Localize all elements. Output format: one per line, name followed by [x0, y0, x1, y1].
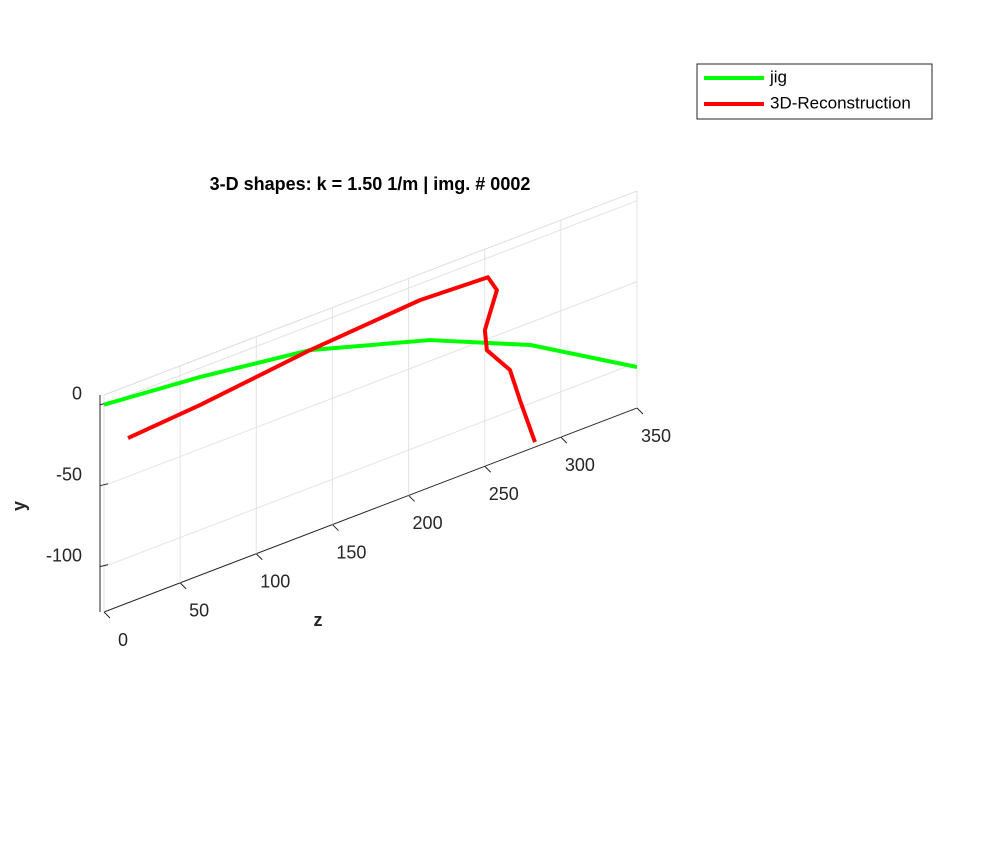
x-tick-label: 300 — [565, 455, 595, 475]
axis-line — [103, 407, 638, 613]
x-axis-label: z — [314, 610, 323, 630]
tick-mark — [484, 465, 492, 473]
series-line — [127, 275, 537, 443]
y-tick-label: 0 — [72, 383, 82, 403]
tick-mark — [255, 553, 263, 561]
x-tick-label: 50 — [189, 601, 209, 621]
tick-mark — [408, 495, 415, 502]
legend-label: jig — [769, 67, 787, 86]
tick-mark — [103, 611, 111, 619]
x-tick-label: 250 — [489, 484, 519, 504]
x-tick-label: 0 — [118, 630, 128, 650]
tick-mark — [179, 582, 187, 590]
tick-mark — [99, 564, 109, 568]
y-tick-label: -50 — [56, 464, 82, 484]
tick-mark — [99, 483, 109, 487]
grid-line — [103, 200, 638, 406]
tick-mark — [560, 436, 568, 444]
x-tick-label: 150 — [336, 542, 366, 562]
tick-mark — [332, 524, 339, 531]
y-tick-label: -100 — [46, 545, 82, 565]
box-edge — [103, 190, 638, 396]
y-axis-label: y — [9, 501, 29, 511]
x-tick-label: 100 — [260, 571, 290, 591]
tick-mark — [636, 407, 644, 415]
x-tick-label: 350 — [641, 426, 671, 446]
x-tick-label: 200 — [413, 513, 443, 533]
legend-label: 3D-Reconstruction — [770, 93, 911, 112]
series-line — [103, 338, 638, 407]
grid-line — [103, 281, 638, 487]
grid-line — [103, 362, 638, 568]
legend-box — [696, 63, 933, 120]
chart-title: 3-D shapes: k = 1.50 1/m | img. # 0002 — [210, 174, 531, 194]
